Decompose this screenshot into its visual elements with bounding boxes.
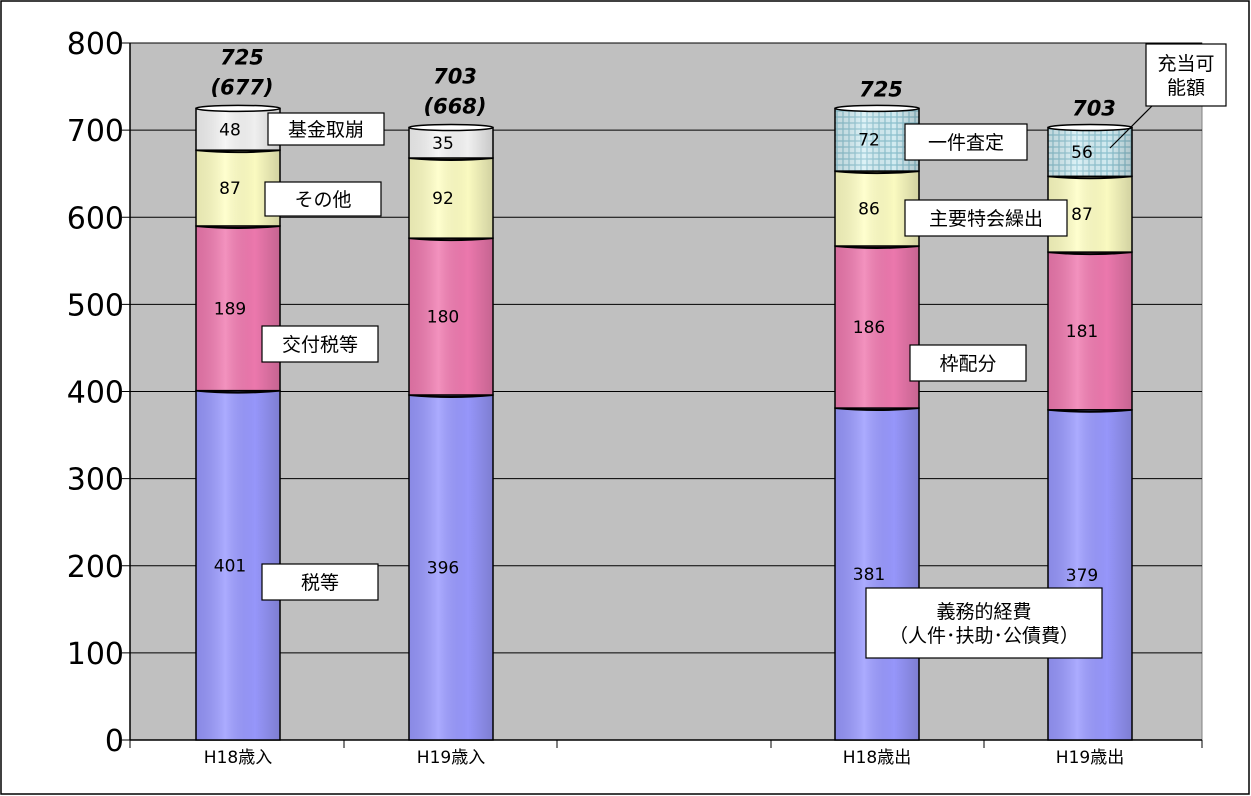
- segment-value-label: 396: [427, 558, 459, 578]
- callout-box: [1145, 43, 1227, 107]
- segment-value-label: 92: [432, 189, 454, 209]
- y-axis: 0 100 200 300 400 500 600 700 800: [67, 27, 131, 759]
- callout-text: 基金取崩: [288, 119, 364, 141]
- callout-box: [904, 123, 1028, 161]
- x-category-label: H19歳入: [417, 748, 485, 768]
- y-tick-label: 300: [67, 463, 124, 498]
- y-tick-label: 500: [67, 288, 124, 323]
- bar-sub-label: (668): [423, 95, 486, 119]
- bar-segment-shade: [409, 127, 493, 159]
- bar-segment-shade: [409, 238, 493, 395]
- callout-text: 充当可: [1157, 53, 1214, 75]
- bar-segment-shade: [1048, 252, 1132, 410]
- callout-text: 枠配分: [939, 353, 996, 375]
- bar-total-label: 725: [220, 45, 264, 69]
- bar-segment-shade: [196, 108, 280, 151]
- y-tick-label: 600: [67, 201, 124, 236]
- callout-box: [267, 112, 385, 146]
- bar-top-cap: [834, 104, 920, 113]
- segment-value-label: 87: [1071, 205, 1093, 225]
- callout-label: 交付税等: [261, 325, 379, 363]
- y-tick-label: 0: [105, 724, 124, 759]
- callout-text: 能額: [1167, 77, 1205, 99]
- callout-label: 税等: [261, 563, 379, 601]
- bar-segment-shade: [196, 225, 280, 391]
- callout-text: 主要特会繰出: [929, 208, 1043, 230]
- bar-top-cap: [195, 104, 281, 113]
- callout-box: [904, 199, 1068, 237]
- segment-value-label: 180: [427, 308, 459, 328]
- bar-total-label: 703: [1072, 97, 1116, 121]
- x-category-label: H19歳出: [1056, 748, 1124, 768]
- bar-segment-shade: [1048, 409, 1132, 740]
- bar-segment-shade: [835, 246, 919, 409]
- y-tick-label: 100: [67, 637, 124, 672]
- y-tick-label: 700: [67, 114, 124, 149]
- bar-segment-shade: [409, 394, 493, 740]
- segment-value-label: 56: [1071, 143, 1093, 163]
- segment-value-label: 87: [219, 179, 241, 199]
- y-tick-label: 200: [67, 550, 124, 585]
- callout-text: 交付税等: [282, 334, 358, 356]
- segment-value-label: 189: [214, 299, 246, 319]
- callout-pointer: [1109, 105, 1153, 149]
- bar-total-label: 725: [859, 77, 903, 101]
- callout-label: 枠配分: [909, 344, 1027, 382]
- bar-total-label: 703: [433, 65, 477, 89]
- segment-value-label: 379: [1066, 566, 1098, 586]
- bar-sub-label: (677): [210, 75, 273, 99]
- callout-text: 義務的経費: [936, 601, 1031, 623]
- x-category-label: H18歳出: [843, 748, 911, 768]
- callout-box: [261, 563, 379, 601]
- segment-value-label: 48: [219, 120, 241, 140]
- callout-label: その他: [264, 181, 382, 217]
- segment-value-label: 86: [858, 200, 880, 220]
- segment-value-label: 72: [858, 131, 880, 151]
- bar-segment-shade: [409, 158, 493, 239]
- bar-segment-shade: [835, 408, 919, 740]
- y-tick-label: 800: [67, 27, 124, 62]
- bar-top-cap: [408, 123, 494, 132]
- callout-label: 一件査定: [904, 123, 1028, 161]
- segment-value-label: 35: [432, 134, 454, 154]
- callout-text: （人件･扶助･公債費）: [889, 625, 1079, 647]
- callout-box: [865, 587, 1103, 659]
- segment-value-label: 401: [214, 556, 246, 576]
- callout-label: 義務的経費（人件･扶助･公債費）: [865, 587, 1103, 659]
- segment-value-label: 181: [1066, 322, 1098, 342]
- segment-value-label: 186: [853, 318, 885, 338]
- bar-segment-shade: [1048, 127, 1132, 177]
- callout-label: 主要特会繰出: [904, 199, 1068, 237]
- callout-text: その他: [294, 189, 351, 211]
- callout-box: [909, 344, 1027, 382]
- callout-label: 基金取崩: [267, 112, 385, 146]
- callout-text: 税等: [301, 572, 339, 594]
- labels: 401 189 87 48 725 (677) H18歳入 396 180 92 35 703 (668…: [204, 43, 1227, 768]
- callout-box: [261, 325, 379, 363]
- y-tick-label: 400: [67, 376, 124, 411]
- x-axis: [129, 739, 1203, 748]
- callout-box: [264, 181, 382, 217]
- segment-value-label: 381: [853, 565, 885, 585]
- x-category-label: H18歳入: [204, 748, 272, 768]
- bar-top-cap: [1047, 123, 1133, 132]
- callout-text: 一件査定: [928, 132, 1004, 154]
